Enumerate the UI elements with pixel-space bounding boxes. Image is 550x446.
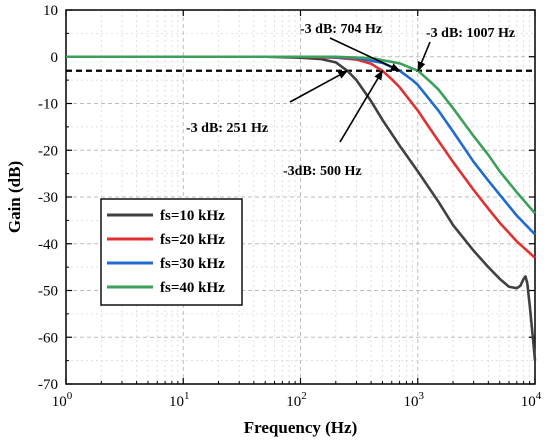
y-tick-label: 0 (51, 50, 59, 66)
legend-label-3: fs=30 kHz (160, 256, 225, 272)
annotation-arrow (289, 70, 349, 103)
y-tick-label: -40 (38, 237, 58, 253)
y-tick-label: -50 (38, 284, 58, 300)
series-line-1 (66, 55, 537, 361)
y-tick-label: -30 (38, 190, 58, 206)
annotation-label: -3 dB: 1007 Hz (426, 26, 515, 41)
x-tick-exponent: 1 (184, 390, 190, 402)
x-tick-exponent: 3 (419, 390, 425, 402)
annotation-arrow (329, 37, 401, 72)
annotation-label: -3 dB: 251 Hz (186, 121, 268, 136)
x-tick-base: 10 (286, 394, 301, 410)
y-tick-label: -10 (38, 97, 58, 113)
y-tick-label: -20 (38, 143, 58, 159)
legend-label-2: fs=20 kHz (160, 232, 225, 248)
annotation-arrow (339, 69, 384, 143)
x-tick-base: 10 (169, 394, 184, 410)
x-tick-label: 100 (52, 390, 73, 410)
x-tick-label: 101 (169, 390, 190, 410)
y-axis-title: Gain (dB) (5, 161, 24, 233)
legend-label-1: fs=10 kHz (160, 208, 225, 224)
x-tick-base: 10 (52, 394, 67, 410)
annotation-label: -3 dB: 704 Hz (300, 22, 382, 37)
x-tick-label: 103 (404, 390, 425, 410)
y-tick-label: -60 (38, 330, 58, 346)
y-tick-label: 10 (43, 3, 58, 19)
y-tick-label: -70 (38, 377, 58, 393)
x-axis-title: Frequency (Hz) (244, 418, 357, 437)
x-tick-exponent: 0 (67, 390, 73, 402)
x-tick-exponent: 2 (301, 390, 307, 402)
x-tick-base: 10 (521, 394, 536, 410)
annotation-arrow (417, 41, 431, 72)
legend-label-4: fs=40 kHz (160, 280, 225, 296)
x-tick-label: 104 (521, 390, 542, 410)
x-tick-label: 102 (286, 390, 307, 410)
annotation-label: -3dB: 500 Hz (283, 164, 362, 179)
x-tick-base: 10 (404, 394, 419, 410)
x-tick-exponent: 4 (536, 390, 542, 402)
